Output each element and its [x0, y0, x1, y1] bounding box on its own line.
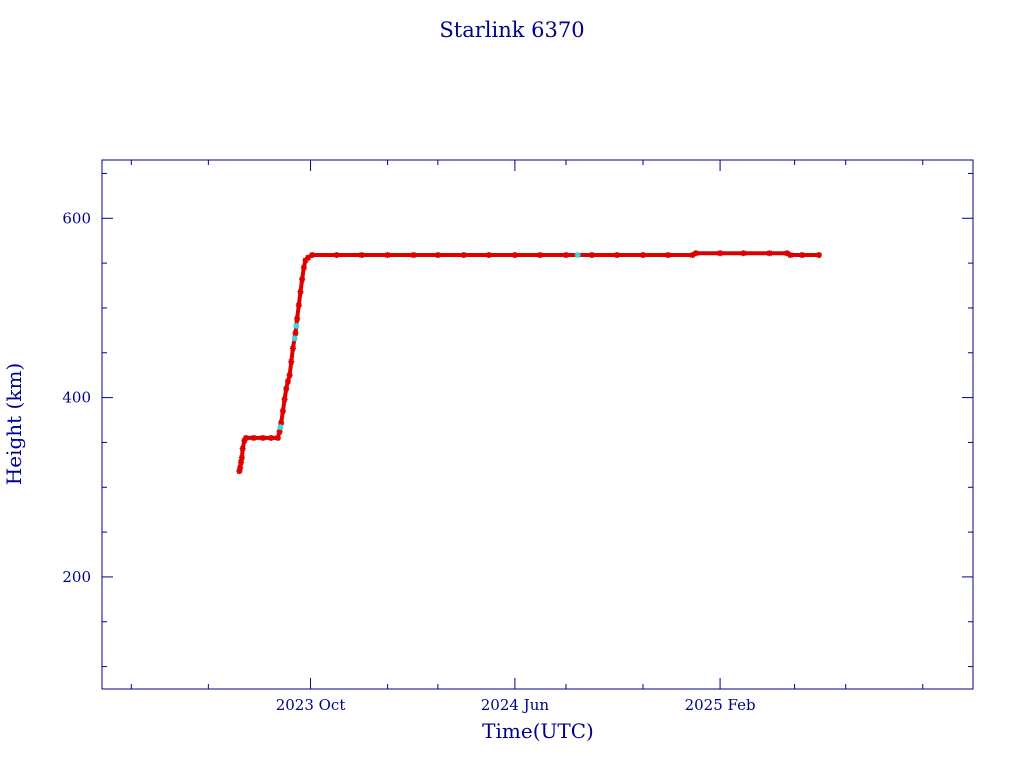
data-point	[299, 276, 306, 283]
highlighted-points	[277, 252, 581, 431]
y-axis-title: Height (km)	[2, 363, 26, 485]
data-point	[238, 454, 245, 461]
data-point	[286, 372, 293, 379]
data-point	[787, 252, 794, 259]
x-axis-title: Time(UTC)	[482, 719, 594, 743]
plot-frame	[101, 159, 974, 690]
data-point	[288, 358, 295, 365]
data-point	[274, 434, 281, 441]
data-point	[588, 252, 595, 259]
major-ticks	[102, 160, 973, 689]
data-point	[289, 345, 296, 352]
data-point	[358, 252, 365, 259]
data-point	[300, 264, 307, 271]
data-point	[237, 464, 244, 471]
x-tick-label: 2023 Oct	[276, 696, 346, 714]
data-point	[434, 252, 441, 259]
data-point	[297, 288, 304, 295]
data-point	[799, 252, 806, 259]
data-point	[640, 252, 647, 259]
highlighted-point	[277, 424, 284, 431]
data-point	[250, 434, 257, 441]
data-point	[305, 254, 312, 261]
data-points	[236, 250, 822, 475]
data-point	[717, 250, 724, 257]
data-point	[815, 252, 822, 259]
data-point	[309, 252, 316, 259]
y-tick-label: 400	[62, 389, 91, 407]
data-point	[665, 252, 672, 259]
chart-title: Starlink 6370	[439, 18, 584, 42]
x-tick-label: 2025 Feb	[685, 696, 756, 714]
y-tick-label: 600	[62, 209, 91, 227]
data-point	[460, 252, 467, 259]
data-point	[239, 445, 246, 452]
data-point	[614, 252, 621, 259]
data-point	[485, 252, 492, 259]
data-track	[237, 251, 819, 472]
data-point	[295, 302, 302, 309]
data-point	[284, 378, 291, 385]
data-point	[333, 252, 340, 259]
data-point	[410, 252, 417, 259]
data-point	[766, 250, 773, 257]
highlighted-point	[574, 252, 581, 259]
data-point	[268, 434, 275, 441]
x-tick-label: 2024 Jun	[481, 696, 550, 714]
highlighted-point	[293, 322, 300, 329]
data-point	[294, 315, 301, 322]
data-point	[281, 396, 288, 403]
data-point	[740, 250, 747, 257]
data-point	[283, 385, 290, 392]
data-point	[537, 252, 544, 259]
data-point	[562, 252, 569, 259]
data-point	[279, 408, 286, 415]
y-tick-label: 200	[62, 568, 91, 586]
data-point	[692, 250, 699, 257]
data-point	[384, 252, 391, 259]
data-point	[511, 252, 518, 259]
tick-labels: 200 400 600 2023 Oct 2024 Jun 2025 Feb	[62, 209, 755, 714]
highlighted-point	[291, 335, 298, 342]
data-point	[259, 434, 266, 441]
data-point	[292, 330, 299, 337]
data-point	[243, 434, 250, 441]
minor-ticks	[102, 160, 973, 689]
